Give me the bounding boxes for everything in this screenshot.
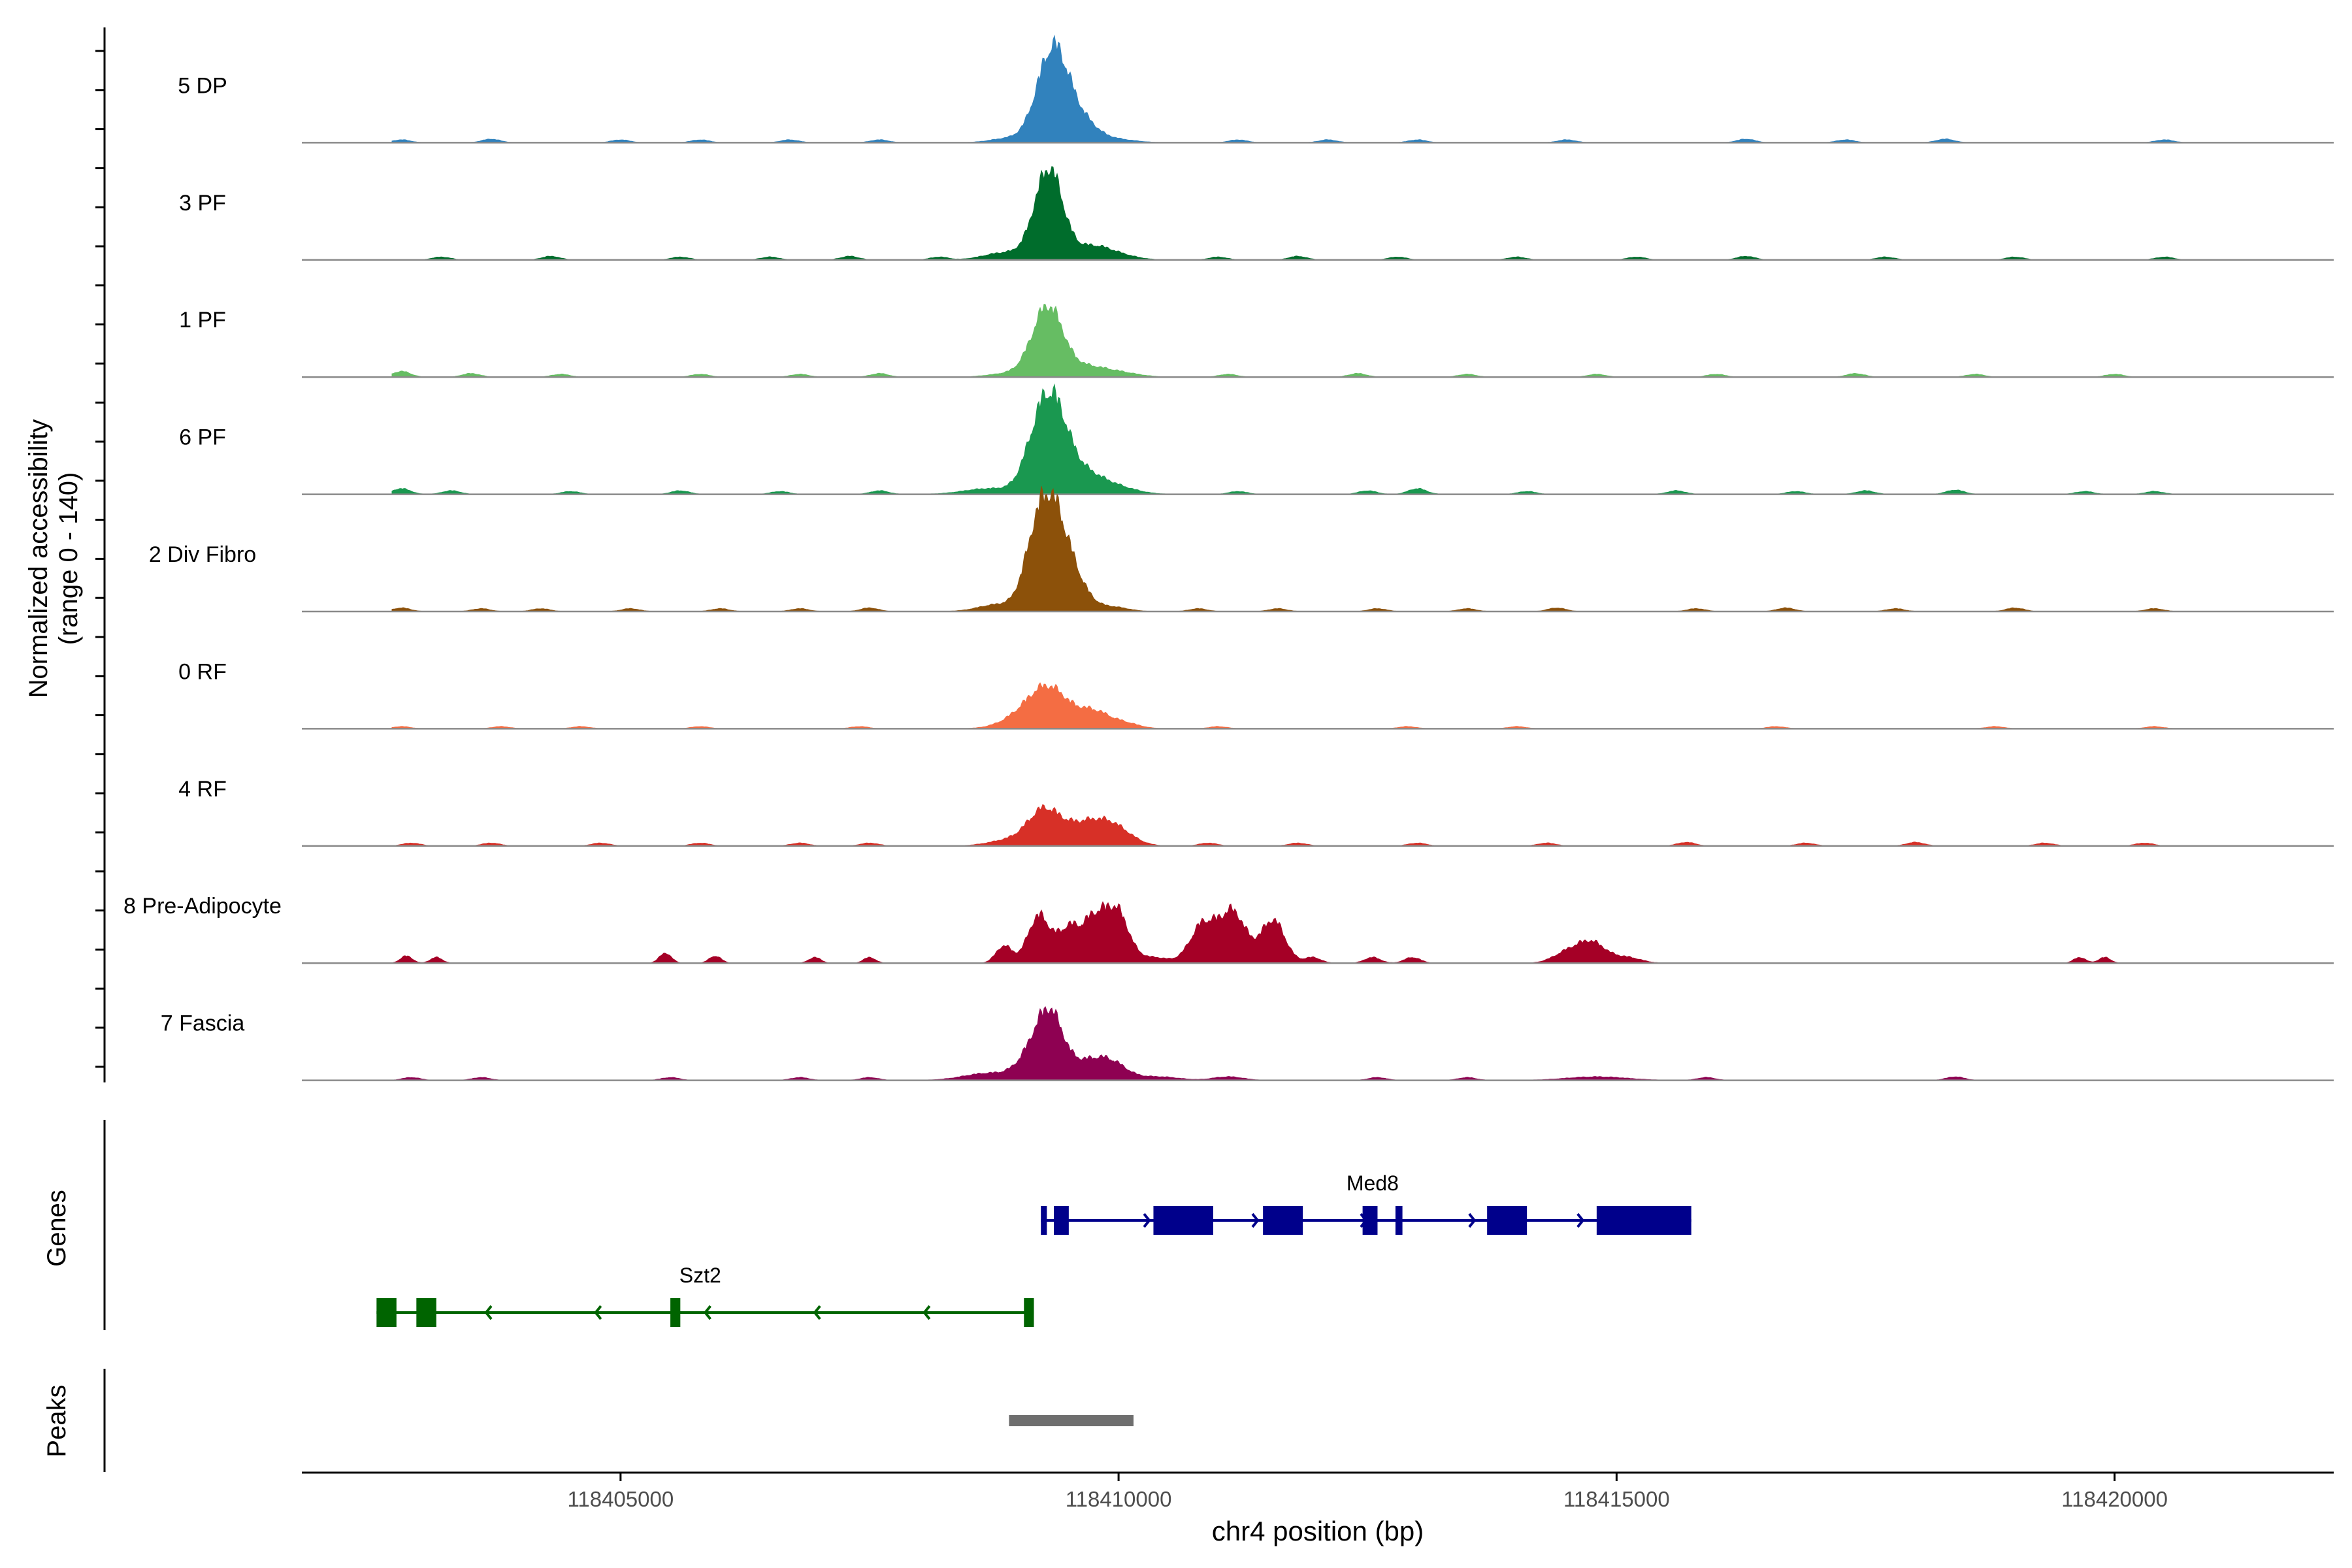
gene-exon [376, 1298, 397, 1327]
track-4-rf: 4 RF [178, 777, 2334, 847]
gene-szt2: Szt2 [376, 1264, 1034, 1327]
strand-arrow [1143, 1213, 1151, 1228]
track-8-pre-adipocyte: 8 Pre-Adipocyte [123, 894, 2334, 964]
strand-arrow [813, 1305, 821, 1320]
track-7-fascia: 7 Fascia [161, 1005, 2334, 1081]
gene-exon [1362, 1206, 1378, 1235]
strand-arrow [1251, 1213, 1260, 1228]
track-label: 7 Fascia [161, 1011, 245, 1036]
y-axis-label-line1: Normalized accessibility [24, 419, 53, 698]
coverage-area [391, 486, 2238, 612]
coverage-area [391, 804, 2238, 847]
strand-arrow [1576, 1213, 1585, 1228]
x-tick-label: 118415000 [1563, 1487, 1670, 1511]
gene-exon [1263, 1206, 1303, 1235]
y-axis-label-line2: (range 0 - 140) [54, 472, 83, 645]
track-label: 4 RF [178, 777, 227, 802]
coverage-tracks: 5 DP 3 PF 1 PF 6 PF 2 Div Fibro 0 RF 4 RF 8 Pre… [123, 34, 2334, 1081]
strand-arrow [923, 1305, 931, 1320]
coverage-area [391, 901, 2238, 964]
gene-exon [416, 1298, 436, 1327]
x-axis: 118405000 118410000 118415000 118420000 [95, 27, 2334, 1511]
track-label: 2 Div Fibro [149, 542, 256, 567]
gene-exon [1024, 1298, 1034, 1327]
peaks-panel-label: Peaks [42, 1384, 71, 1457]
strand-arrow [484, 1305, 493, 1320]
gene-exon [1041, 1206, 1047, 1235]
x-tick-label: 118420000 [2061, 1487, 2168, 1511]
gene-exon [1153, 1206, 1213, 1235]
coverage-area [391, 682, 2238, 729]
x-tick-label: 118405000 [567, 1487, 674, 1511]
track-2-div-fibro: 2 Div Fibro [149, 486, 2334, 613]
gene-exon [1054, 1206, 1069, 1235]
gene-exon [1395, 1206, 1403, 1235]
peak-region [1009, 1415, 1134, 1426]
gene-exon [1487, 1206, 1527, 1235]
genes-panel: Med8 Szt2 [103, 1120, 1691, 1330]
coverage-area [391, 383, 2238, 495]
gene-label: Med8 [1347, 1171, 1399, 1195]
track-label: 1 PF [179, 308, 226, 333]
track-label: 8 Pre-Adipocyte [123, 894, 282, 919]
x-axis-label: chr4 position (bp) [1212, 1516, 1424, 1546]
track-label: 3 PF [179, 191, 226, 216]
gene-med8: Med8 [1041, 1171, 1691, 1235]
track-5-dp: 5 DP [178, 34, 2334, 144]
track-label: 6 PF [179, 425, 226, 450]
track-1-pf: 1 PF [179, 303, 2334, 378]
track-6-pf: 6 PF [179, 383, 2334, 495]
track-label: 5 DP [178, 73, 227, 98]
track-3-pf: 3 PF [179, 166, 2334, 261]
gene-label: Szt2 [679, 1264, 721, 1287]
track-0-rf: 0 RF [178, 659, 2334, 730]
coverage-area [391, 34, 2238, 143]
strand-arrow [703, 1305, 711, 1320]
strand-arrow [1468, 1213, 1477, 1228]
gene-exon [1596, 1206, 1691, 1235]
genes-panel-label: Genes [42, 1190, 71, 1267]
strand-arrow [594, 1305, 602, 1320]
x-tick-label: 118410000 [1066, 1487, 1172, 1511]
coverage-area [391, 303, 2238, 378]
gene-exon [670, 1298, 681, 1327]
coverage-area [391, 1005, 2238, 1081]
peaks-panel [103, 1369, 1134, 1472]
coverage-area [392, 166, 2238, 261]
track-label: 0 RF [178, 659, 227, 684]
